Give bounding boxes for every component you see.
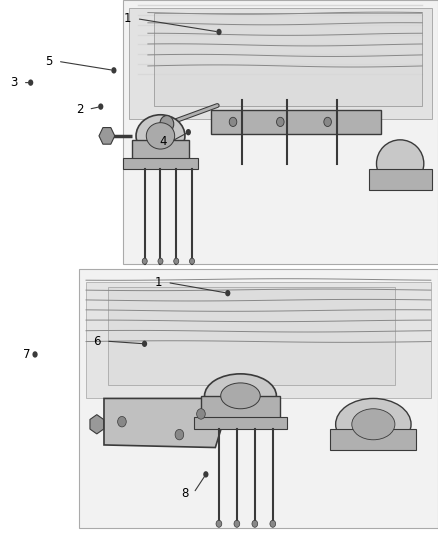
Bar <box>154 13 422 106</box>
Bar <box>129 8 432 119</box>
FancyBboxPatch shape <box>201 396 280 419</box>
Ellipse shape <box>221 383 260 409</box>
Circle shape <box>32 351 38 358</box>
Circle shape <box>111 67 117 74</box>
Bar <box>86 282 431 399</box>
Circle shape <box>324 117 332 126</box>
Circle shape <box>216 29 222 35</box>
Circle shape <box>28 79 33 86</box>
FancyBboxPatch shape <box>123 0 438 264</box>
FancyBboxPatch shape <box>211 110 381 134</box>
Circle shape <box>276 117 284 126</box>
Bar <box>108 287 395 385</box>
Circle shape <box>142 341 147 347</box>
Circle shape <box>216 520 222 527</box>
Polygon shape <box>90 415 104 434</box>
FancyBboxPatch shape <box>369 169 432 190</box>
FancyBboxPatch shape <box>330 430 417 450</box>
Text: 1: 1 <box>124 12 131 25</box>
Circle shape <box>225 290 230 296</box>
Circle shape <box>158 258 163 264</box>
Circle shape <box>142 258 147 264</box>
Circle shape <box>252 520 258 527</box>
Text: 6: 6 <box>93 335 101 348</box>
Text: 1: 1 <box>155 276 162 289</box>
FancyBboxPatch shape <box>79 269 438 528</box>
Circle shape <box>203 471 208 478</box>
Text: 4: 4 <box>159 135 166 148</box>
Text: 2: 2 <box>76 103 83 116</box>
Polygon shape <box>104 399 223 448</box>
Text: 7: 7 <box>23 348 31 361</box>
Circle shape <box>270 520 276 527</box>
Circle shape <box>186 129 191 135</box>
Circle shape <box>98 103 103 110</box>
Text: 3: 3 <box>10 76 18 89</box>
Circle shape <box>175 430 184 440</box>
FancyBboxPatch shape <box>132 140 189 161</box>
Ellipse shape <box>136 115 185 157</box>
Circle shape <box>174 258 179 264</box>
Circle shape <box>118 416 126 427</box>
Polygon shape <box>99 127 115 144</box>
Ellipse shape <box>146 123 175 149</box>
Text: 5: 5 <box>45 55 53 68</box>
Ellipse shape <box>352 409 395 440</box>
Circle shape <box>234 520 240 527</box>
Circle shape <box>229 117 237 126</box>
FancyBboxPatch shape <box>194 416 287 430</box>
Ellipse shape <box>336 399 411 450</box>
Text: 8: 8 <box>181 487 188 499</box>
Ellipse shape <box>377 140 424 187</box>
Circle shape <box>197 409 205 419</box>
Circle shape <box>160 116 174 132</box>
FancyBboxPatch shape <box>123 158 198 169</box>
Ellipse shape <box>205 374 276 418</box>
Circle shape <box>190 258 194 264</box>
